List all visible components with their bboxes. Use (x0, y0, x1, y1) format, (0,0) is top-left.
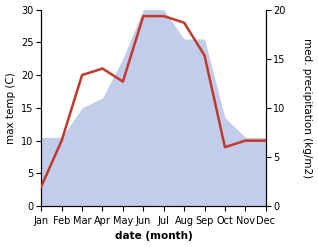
Y-axis label: max temp (C): max temp (C) (5, 72, 16, 144)
X-axis label: date (month): date (month) (114, 231, 192, 242)
Y-axis label: med. precipitation (kg/m2): med. precipitation (kg/m2) (302, 38, 313, 178)
